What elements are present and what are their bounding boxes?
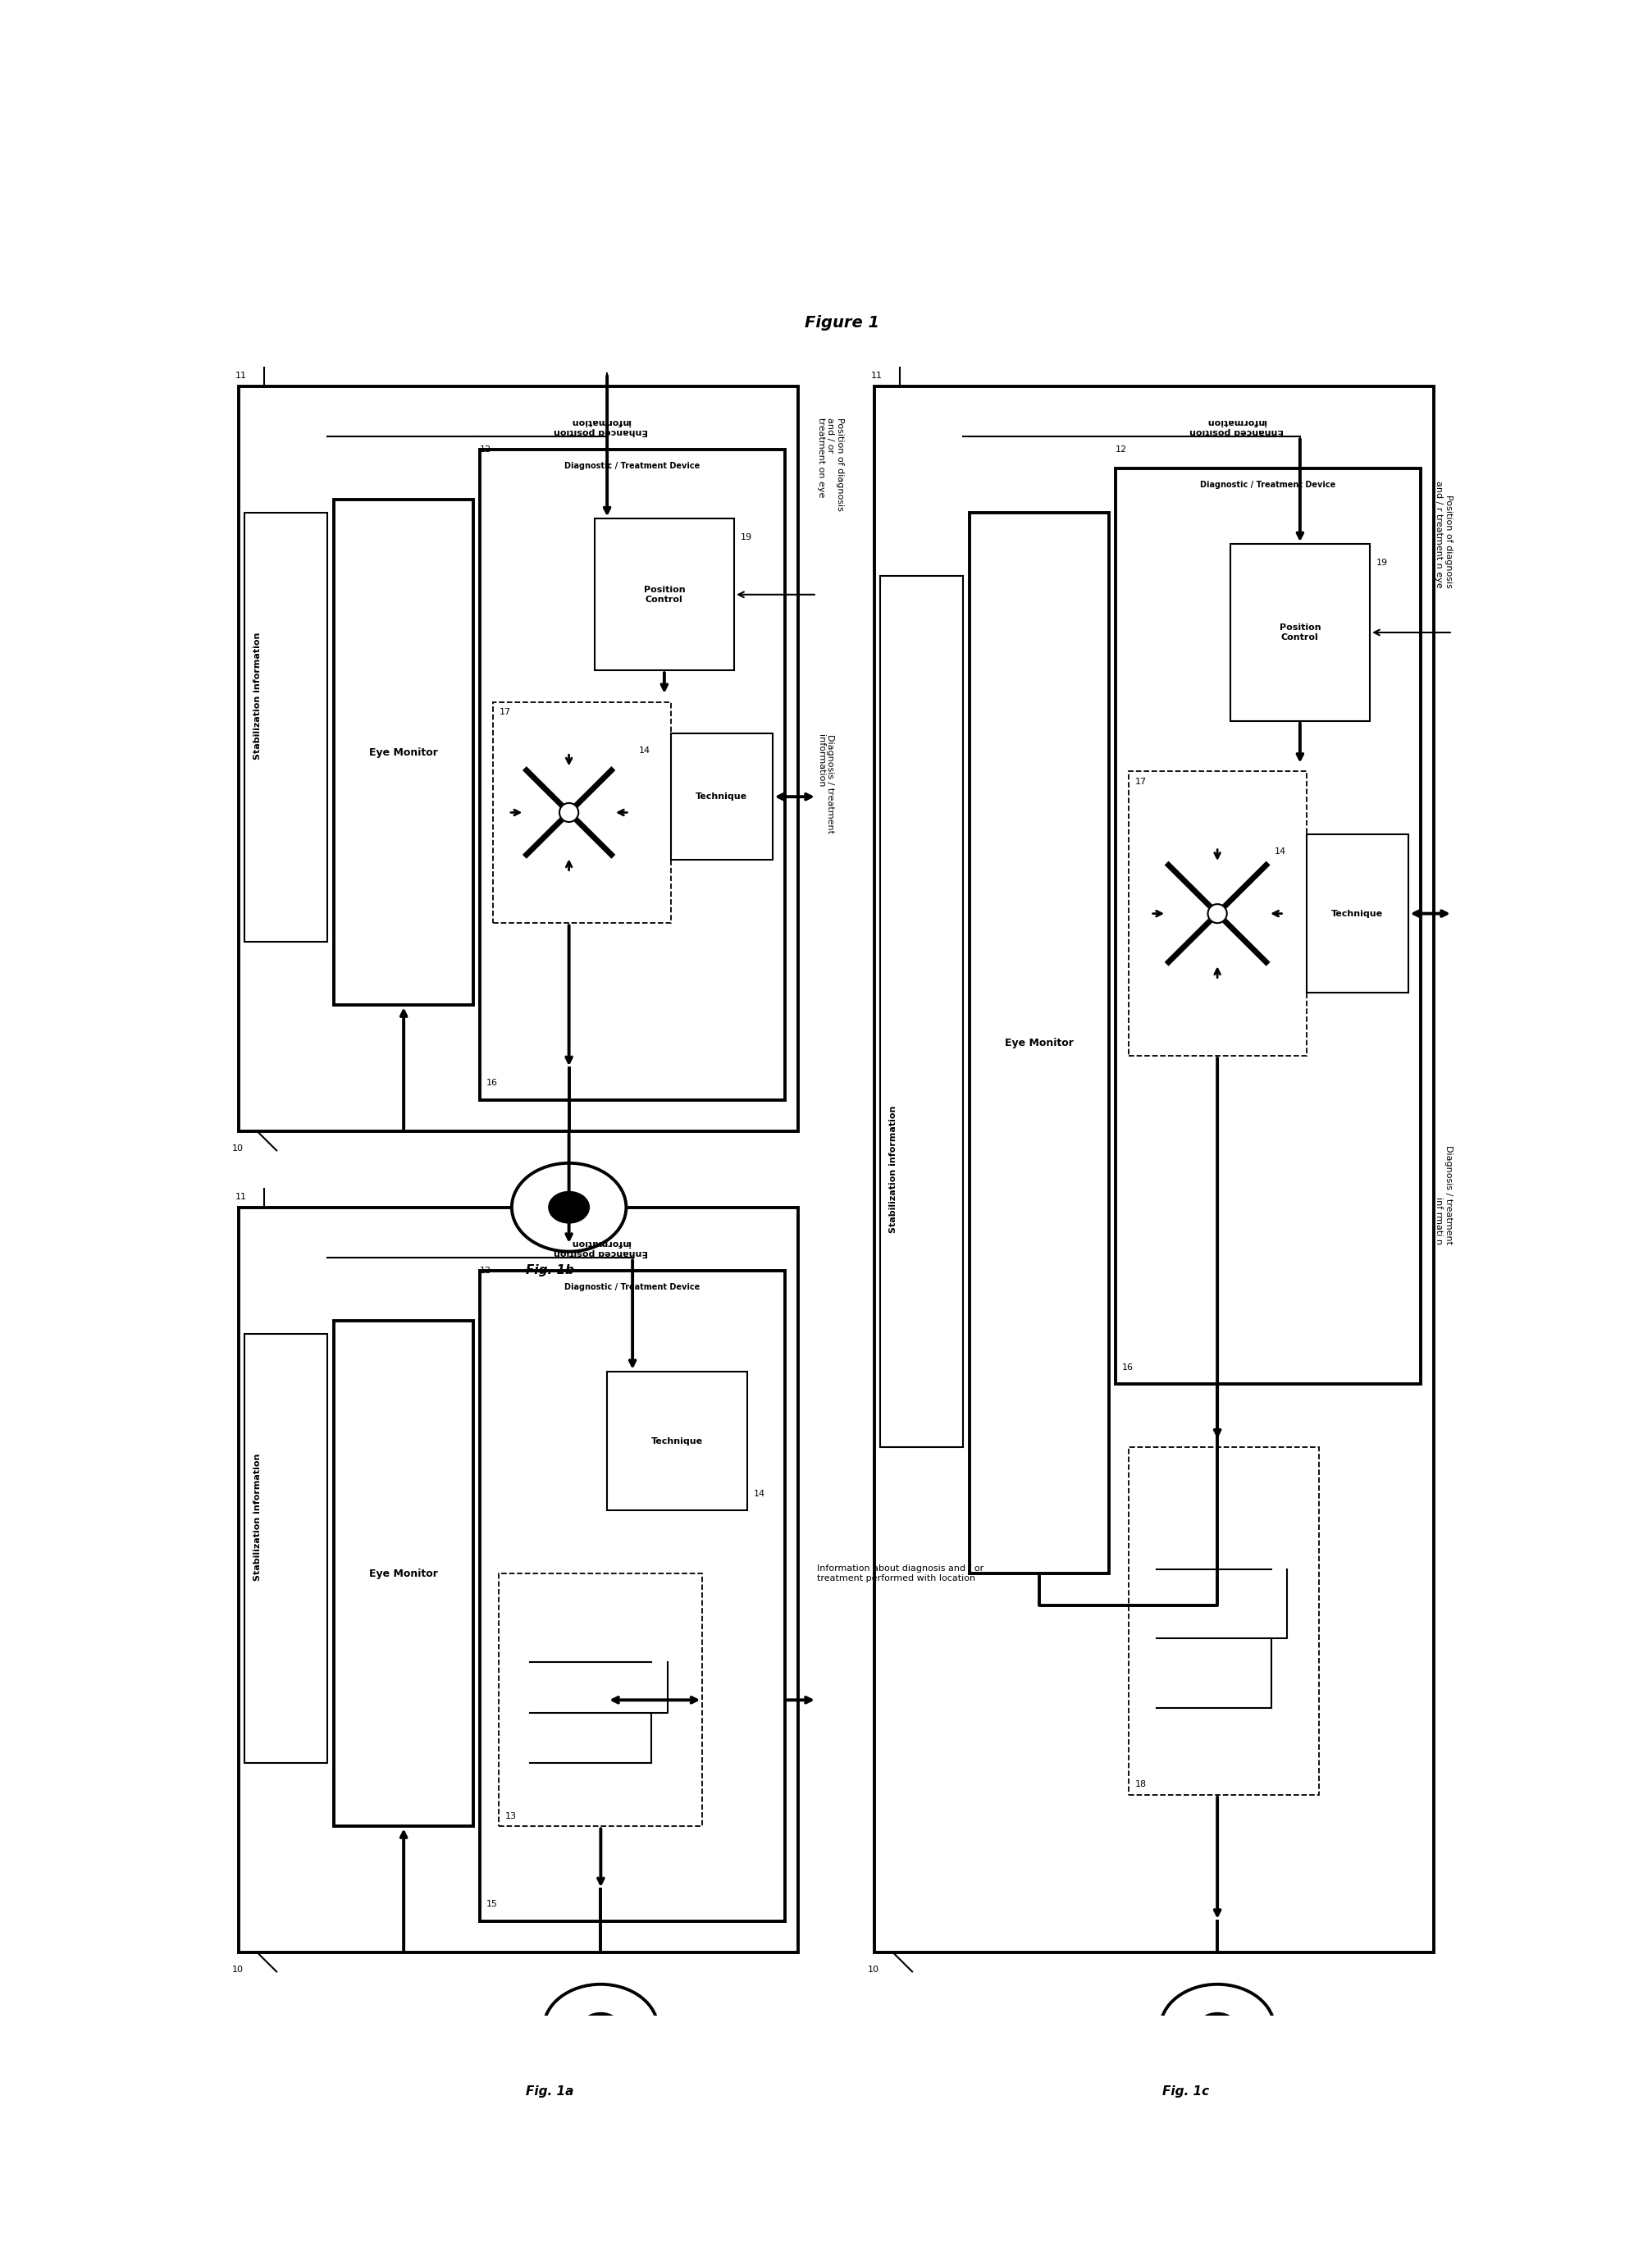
Bar [238,1207,798,1952]
Bar [334,501,474,1006]
Text: 10: 10 [231,1144,243,1153]
Text: 11: 11 [871,371,882,381]
Text: Technique: Technique [651,1436,702,1445]
Ellipse shape [544,1984,657,2072]
Text: Eye Monitor: Eye Monitor [368,1567,438,1579]
Text: Figure 1: Figure 1 [805,315,879,331]
Text: 10: 10 [867,1966,879,1973]
Bar [479,1271,785,1921]
Ellipse shape [548,1191,588,1223]
Bar [238,385,798,1132]
Text: 11: 11 [235,371,246,381]
Bar [1115,469,1421,1384]
Bar [1305,834,1408,992]
Text: 14: 14 [753,1490,765,1497]
Bar [874,385,1432,1952]
Text: 11: 11 [235,1194,246,1200]
Text: 13: 13 [506,1812,517,1821]
Bar [492,702,671,924]
Text: Diagnostic / Treatment Device: Diagnostic / Treatment Device [565,462,700,471]
Text: Fig. 1c: Fig. 1c [1161,2086,1208,2097]
Ellipse shape [1160,1984,1274,2072]
Text: Stabilization information: Stabilization information [253,632,261,759]
Bar [1128,772,1305,1055]
Bar [1128,1447,1318,1794]
Text: 12: 12 [479,446,491,453]
Text: Eye Monitor: Eye Monitor [1004,1037,1074,1049]
Bar [244,1334,327,1762]
Text: Information about diagnosis and / or
treatment performed with location: Information about diagnosis and / or tre… [816,1565,983,1583]
Text: Fig. 1a: Fig. 1a [525,2086,573,2097]
Text: Position of diagnosis
and / r treatment n eye: Position of diagnosis and / r treatment … [1434,480,1452,589]
Text: 19: 19 [1376,559,1388,566]
Text: 12: 12 [479,1266,491,1275]
Text: 14: 14 [1274,847,1285,856]
Bar [881,575,963,1447]
Text: Technique: Technique [695,793,747,802]
Text: 17: 17 [1135,777,1146,786]
Text: 12: 12 [1115,446,1127,453]
Text: Stabilization information: Stabilization information [253,1454,261,1581]
Bar [606,1373,747,1511]
Text: Diagnostic / Treatment Device: Diagnostic / Treatment Device [1199,480,1335,489]
Bar [671,734,771,861]
Bar [595,519,733,670]
Text: Enhanced position
information: Enhanced position information [553,417,648,435]
Bar [499,1574,702,1826]
Text: 17: 17 [499,709,510,716]
Text: Position
Control: Position Control [643,587,684,602]
Circle shape [1208,904,1226,924]
Text: Diagnostic / Treatment Device: Diagnostic / Treatment Device [565,1282,700,1291]
Text: Enhanced position
information: Enhanced position information [553,1239,648,1257]
Text: Position
Control: Position Control [1279,623,1320,641]
Text: 16: 16 [486,1078,497,1087]
Text: 18: 18 [1135,1780,1146,1789]
Text: Fig. 1b: Fig. 1b [525,1264,573,1277]
Text: Position of diagnosis
and / or
treatment on eye: Position of diagnosis and / or treatment… [816,417,844,512]
Ellipse shape [512,1164,626,1253]
Bar [479,448,785,1101]
Ellipse shape [1196,2014,1237,2043]
Ellipse shape [580,2014,621,2043]
Text: 16: 16 [1122,1364,1133,1373]
Text: Diagnosis / treatment
information: Diagnosis / treatment information [816,734,834,834]
Text: 10: 10 [231,1966,243,1973]
Text: Diagnosis / treatment
inf rmati n: Diagnosis / treatment inf rmati n [1434,1146,1452,1243]
Bar [970,512,1108,1574]
Text: Eye Monitor: Eye Monitor [368,747,438,759]
Text: 19: 19 [740,535,752,541]
Text: Stabilization information: Stabilization information [889,1105,897,1232]
Bar [1229,544,1370,720]
Text: Technique: Technique [1330,911,1383,917]
Text: Enhanced position
information: Enhanced position information [1189,417,1284,435]
Circle shape [558,804,578,822]
Bar [244,512,327,942]
Text: 15: 15 [486,1900,497,1909]
Bar [334,1320,474,1826]
Text: 14: 14 [639,745,651,754]
